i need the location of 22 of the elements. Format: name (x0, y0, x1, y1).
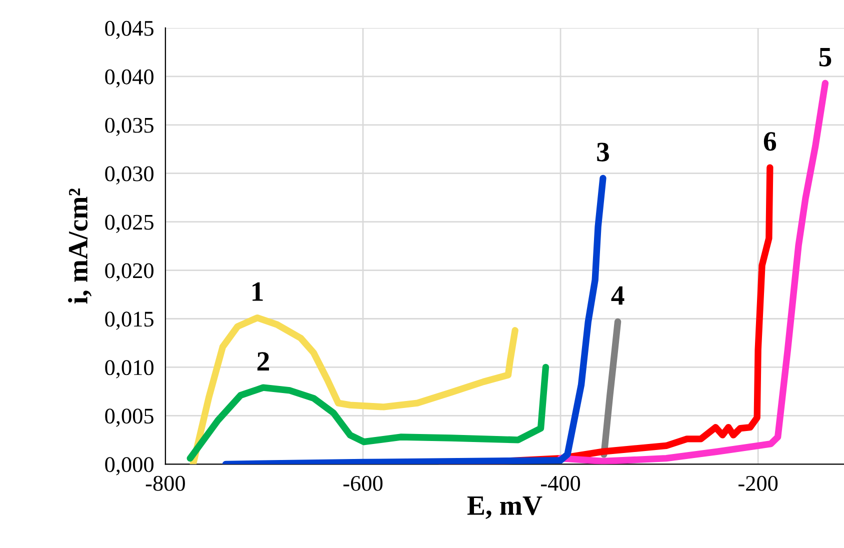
y-tick-label: 0,030 (105, 166, 154, 184)
x-tick-label: -600 (343, 476, 382, 491)
y-tick-label: 0,000 (105, 457, 154, 476)
series-label: 3 (597, 142, 609, 162)
series-label: 1 (252, 282, 263, 301)
y-tick-label: 0,025 (105, 214, 154, 233)
series-label: 2 (257, 352, 269, 371)
x-tick-label: -200 (738, 476, 778, 491)
y-tick-label: 0,020 (105, 263, 154, 282)
x-tick-label: -400 (540, 476, 580, 491)
y-tick-label: 0,045 (105, 20, 154, 40)
y-axis-title: i, mA/cm² (68, 188, 92, 304)
y-tick-label: 0,015 (105, 312, 154, 330)
x-tick-label: -800 (146, 476, 185, 491)
y-tick-label: 0,035 (105, 118, 154, 136)
series-label: 6 (764, 132, 776, 151)
y-tick-label: 0,005 (105, 408, 154, 427)
y-tick-label: 0,040 (105, 69, 154, 88)
y-tick-label: 0,010 (105, 360, 154, 378)
series-label: 4 (611, 286, 624, 305)
x-axis-title: E, mV (467, 496, 542, 519)
series-label: 5 (819, 48, 832, 66)
